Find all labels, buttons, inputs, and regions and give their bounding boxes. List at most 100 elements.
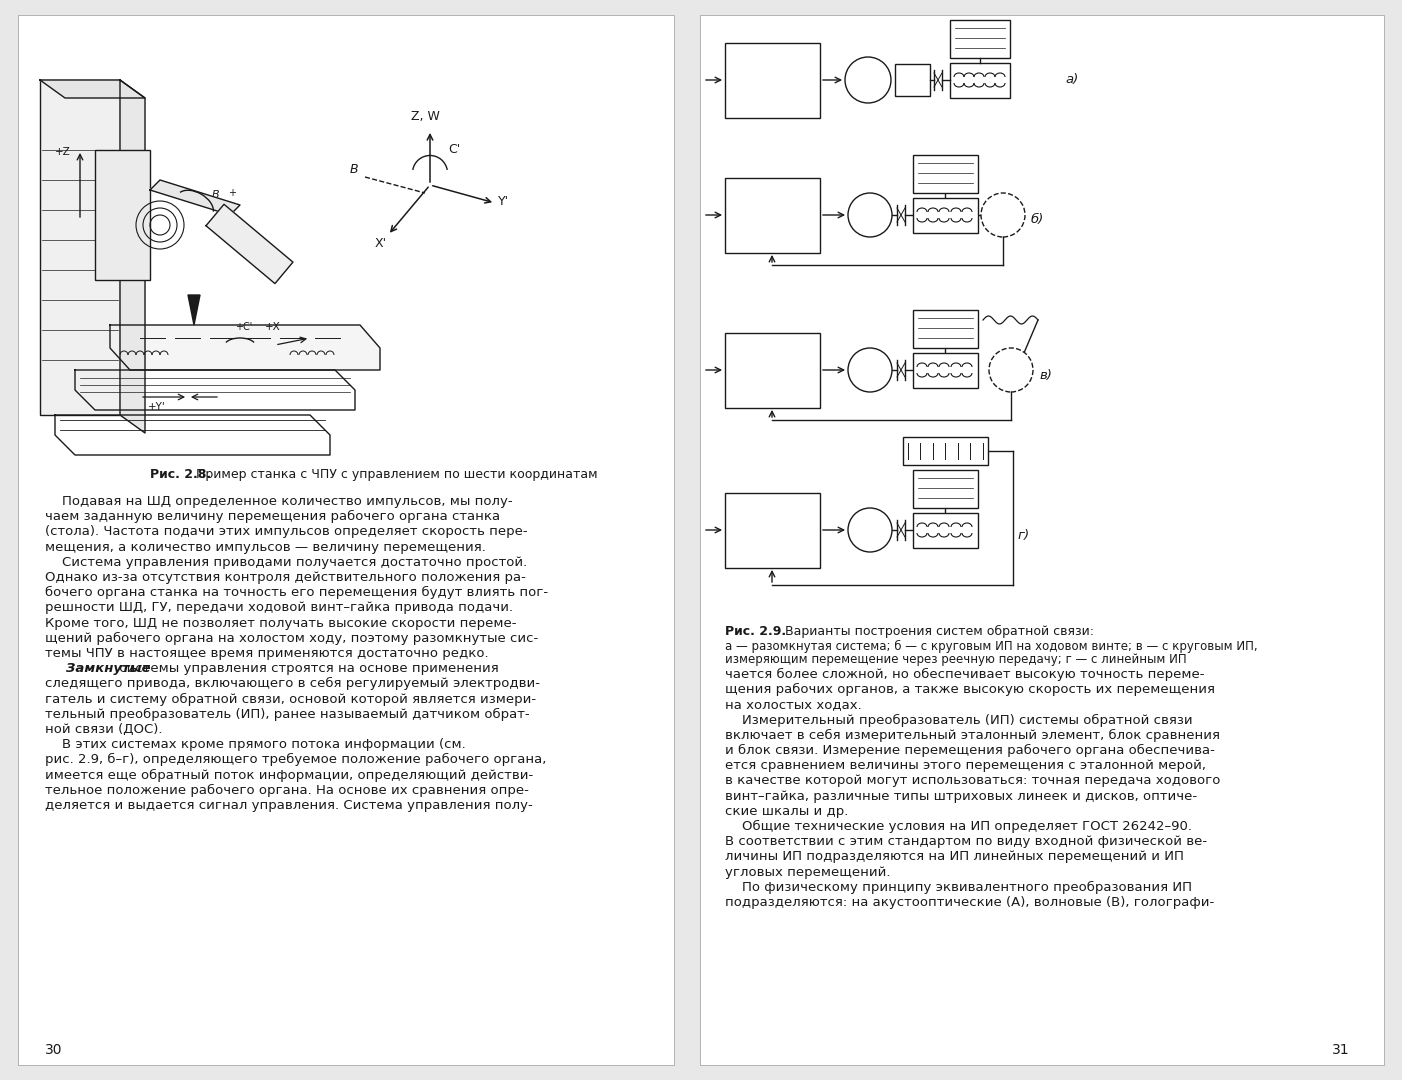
Text: Устройство
ЧПУ: Устройство ЧПУ xyxy=(739,69,805,91)
FancyBboxPatch shape xyxy=(951,63,1009,98)
Text: По физическому принципу эквивалентного преобразования ИП: По физическому принципу эквивалентного п… xyxy=(725,881,1192,894)
Text: ется сравнением величины этого перемещения с эталонной мерой,: ется сравнением величины этого перемещен… xyxy=(725,759,1206,772)
Circle shape xyxy=(845,57,892,103)
Text: личины ИП подразделяются на ИП линейных перемещений и ИП: личины ИП подразделяются на ИП линейных … xyxy=(725,850,1183,863)
Text: угловых перемещений.: угловых перемещений. xyxy=(725,865,890,879)
Text: +: + xyxy=(132,237,139,246)
Text: чается более сложной, но обеспечивает высокую точность переме-: чается более сложной, но обеспечивает вы… xyxy=(725,669,1204,681)
Polygon shape xyxy=(74,370,355,410)
Text: В этих системах кроме прямого потока информации (см.: В этих системах кроме прямого потока инф… xyxy=(45,739,465,752)
Text: решности ШД, ГУ, передачи ходовой винт–гайка привода подачи.: решности ШД, ГУ, передачи ходовой винт–г… xyxy=(45,602,513,615)
Text: а): а) xyxy=(1066,73,1078,86)
Text: чаем заданную величину перемещения рабочего органа станка: чаем заданную величину перемещения рабоч… xyxy=(45,510,501,524)
FancyBboxPatch shape xyxy=(913,310,979,348)
Text: Общие технические условия на ИП определяет ГОСТ 26242–90.: Общие технические условия на ИП определя… xyxy=(725,820,1192,833)
Text: Варианты построения систем обратной связи:: Варианты построения систем обратной связ… xyxy=(781,625,1094,638)
Text: +C': +C' xyxy=(236,322,252,332)
FancyBboxPatch shape xyxy=(18,15,674,1065)
Text: ной связи (ДОС).: ной связи (ДОС). xyxy=(45,723,163,735)
Circle shape xyxy=(848,193,892,237)
Polygon shape xyxy=(150,180,240,215)
Polygon shape xyxy=(109,325,380,370)
Text: бочего органа станка на точность его перемещения будут влиять пог-: бочего органа станка на точность его пер… xyxy=(45,586,548,599)
Circle shape xyxy=(848,508,892,552)
FancyBboxPatch shape xyxy=(725,333,820,408)
Text: И.Г.: И.Г. xyxy=(993,210,1014,220)
Text: и блок связи. Измерение перемещения рабочего органа обеспечива-: и блок связи. Измерение перемещения рабо… xyxy=(725,744,1216,757)
Text: 31: 31 xyxy=(1332,1043,1350,1057)
Text: Однако из-за отсутствия контроля действительного положения ра-: Однако из-за отсутствия контроля действи… xyxy=(45,571,526,584)
Text: B: B xyxy=(212,190,220,200)
Text: на холостых ходах.: на холостых ходах. xyxy=(725,699,862,712)
Text: C': C' xyxy=(449,143,460,156)
Text: Замкнутые: Замкнутые xyxy=(66,662,151,675)
FancyBboxPatch shape xyxy=(725,492,820,568)
Text: Рис. 2.9.: Рис. 2.9. xyxy=(725,625,787,638)
Text: следящего привода, включающего в себя регулируемый электродви-: следящего привода, включающего в себя ре… xyxy=(45,677,540,690)
Text: а — разомкнутая система; б — с круговым ИП на ходовом винте; в — с круговым ИП,: а — разомкнутая система; б — с круговым … xyxy=(725,640,1258,653)
FancyBboxPatch shape xyxy=(700,15,1384,1065)
Text: ИП: ИП xyxy=(937,446,953,456)
FancyBboxPatch shape xyxy=(725,178,820,253)
Text: измеряющим перемещение через реечную передачу; г — с линейным ИП: измеряющим перемещение через реечную пер… xyxy=(725,653,1186,666)
Text: подразделяются: на акустооптические (А), волновые (В), голографи-: подразделяются: на акустооптические (А),… xyxy=(725,896,1214,909)
Text: г): г) xyxy=(1018,528,1030,541)
Text: 30: 30 xyxy=(45,1043,63,1057)
Text: +: + xyxy=(229,188,236,198)
Circle shape xyxy=(988,348,1033,392)
Polygon shape xyxy=(188,295,200,325)
Text: б): б) xyxy=(1030,214,1044,227)
Text: в качестве которой могут использоваться: точная передача ходового: в качестве которой могут использоваться:… xyxy=(725,774,1220,787)
Text: Рис. 2.8.: Рис. 2.8. xyxy=(150,468,212,481)
FancyBboxPatch shape xyxy=(913,470,979,508)
Text: ИП: ИП xyxy=(1002,365,1019,375)
Polygon shape xyxy=(41,80,144,98)
Text: X': X' xyxy=(374,237,387,249)
Text: Устройство
ЧПУ: Устройство ЧПУ xyxy=(739,204,805,226)
Text: тельное положение рабочего органа. На основе их сравнения опре-: тельное положение рабочего органа. На ос… xyxy=(45,784,529,797)
FancyBboxPatch shape xyxy=(95,150,150,280)
FancyBboxPatch shape xyxy=(894,64,930,96)
Text: рис. 2.9, б–г), определяющего требуемое положение рабочего органа,: рис. 2.9, б–г), определяющего требуемое … xyxy=(45,754,547,767)
FancyBboxPatch shape xyxy=(913,353,979,388)
Text: Подавая на ШД определенное количество импульсов, мы полу-: Подавая на ШД определенное количество им… xyxy=(45,495,513,508)
FancyBboxPatch shape xyxy=(951,21,1009,58)
Text: включает в себя измерительный эталонный элемент, блок сравнения: включает в себя измерительный эталонный … xyxy=(725,729,1220,742)
Text: +Y': +Y' xyxy=(149,402,165,411)
Text: ГУ: ГУ xyxy=(906,75,918,85)
Text: мещения, а количество импульсов — величину перемещения.: мещения, а количество импульсов — величи… xyxy=(45,541,486,554)
Text: ШД: ШД xyxy=(858,75,878,85)
Text: Устройство
ЧПУ: Устройство ЧПУ xyxy=(739,360,805,381)
Text: щений рабочего органа на холостом ходу, поэтому разомкнутые сис-: щений рабочего органа на холостом ходу, … xyxy=(45,632,538,645)
Text: Пример станка с ЧПУ с управлением по шести координатам: Пример станка с ЧПУ с управлением по шес… xyxy=(192,468,597,481)
Text: Система управления приводами получается достаточно простой.: Система управления приводами получается … xyxy=(45,556,527,569)
Text: тельный преобразователь (ИП), ранее называемый датчиком обрат-: тельный преобразователь (ИП), ранее назы… xyxy=(45,707,530,720)
Text: Устройство
ЧПУ: Устройство ЧПУ xyxy=(739,519,805,541)
Text: В соответствии с этим стандартом по виду входной физической ве-: В соответствии с этим стандартом по виду… xyxy=(725,835,1207,848)
Text: винт–гайка, различные типы штриховых линеек и дисков, оптиче-: винт–гайка, различные типы штриховых лин… xyxy=(725,789,1197,802)
Polygon shape xyxy=(206,204,293,284)
Text: Измерительный преобразователь (ИП) системы обратной связи: Измерительный преобразователь (ИП) систе… xyxy=(725,714,1193,727)
Text: (стола). Частота подачи этих импульсов определяет скорость пере-: (стола). Частота подачи этих импульсов о… xyxy=(45,525,527,539)
FancyBboxPatch shape xyxy=(903,437,988,465)
Text: М: М xyxy=(865,524,875,537)
Text: +Z: +Z xyxy=(55,147,70,157)
Text: Y': Y' xyxy=(498,195,509,208)
FancyBboxPatch shape xyxy=(41,80,121,415)
Polygon shape xyxy=(121,80,144,433)
Text: М: М xyxy=(865,208,875,221)
Text: B: B xyxy=(350,163,359,176)
Text: Z, W: Z, W xyxy=(411,110,439,123)
Text: имеется еще обратный поток информации, определяющий действи-: имеется еще обратный поток информации, о… xyxy=(45,769,533,782)
Polygon shape xyxy=(55,415,329,455)
Text: ские шкалы и др.: ские шкалы и др. xyxy=(725,805,848,818)
Text: +X: +X xyxy=(265,322,280,332)
Text: деляется и выдается сигнал управления. Система управления полу-: деляется и выдается сигнал управления. С… xyxy=(45,799,533,812)
Text: гатель и систему обратной связи, основой которой является измери-: гатель и систему обратной связи, основой… xyxy=(45,692,536,705)
Text: щения рабочих органов, а также высокую скорость их перемещения: щения рабочих органов, а также высокую с… xyxy=(725,684,1216,697)
FancyBboxPatch shape xyxy=(913,198,979,233)
Text: Кроме того, ШД не позволяет получать высокие скорости переме-: Кроме того, ШД не позволяет получать выс… xyxy=(45,617,516,630)
Circle shape xyxy=(981,193,1025,237)
FancyBboxPatch shape xyxy=(725,43,820,118)
Circle shape xyxy=(848,348,892,392)
